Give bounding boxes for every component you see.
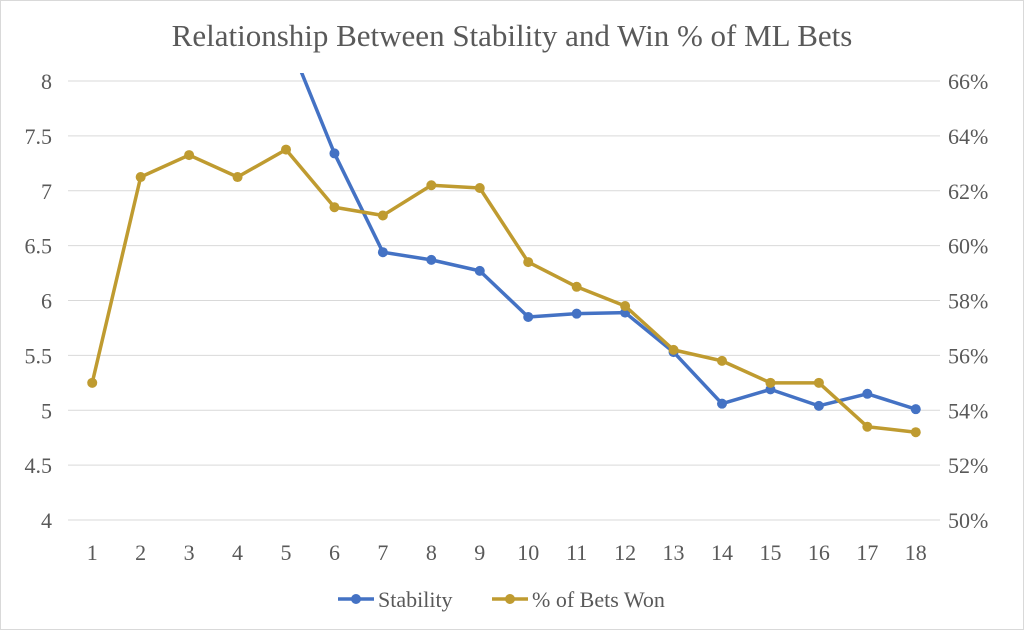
x-tick-label: 10 [517,540,539,565]
data-point [426,180,437,191]
left-tick-label: 5.5 [25,343,53,368]
data-point [813,377,824,388]
right-tick-label: 52% [948,453,988,478]
x-tick-label: 2 [135,540,146,565]
data-point [377,247,388,258]
x-tick-label: 5 [281,540,292,565]
data-point [523,311,534,322]
x-tick-label: 8 [426,540,437,565]
data-point [474,183,485,194]
left-tick-label: 8 [41,69,52,94]
x-tick-label: 13 [663,540,685,565]
data-point [862,421,873,432]
data-point [717,398,727,409]
right-tick-label: 58% [948,289,988,314]
left-tick-label: 5 [41,398,52,423]
legend-swatch-marker [351,594,361,604]
x-tick-label: 1 [87,540,98,565]
data-point [717,355,727,366]
data-point [523,257,534,268]
legend-item: % of Bets Won [492,587,665,612]
right-axis-ticks: 50% 52% 54% 56% 58% 60% 62% 64% 66% [948,69,988,533]
right-tick-label: 66% [948,69,988,94]
right-tick-label: 56% [948,343,988,368]
x-tick-label: 17 [856,540,878,565]
legend-swatch-marker [505,594,515,604]
data-point [862,388,873,399]
data-point [910,404,921,415]
data-point [87,377,98,388]
left-tick-label: 4.5 [25,453,53,478]
right-tick-label: 50% [948,508,988,533]
x-tick-label: 18 [905,540,927,565]
legend-label: Stability [378,587,453,612]
series-layer [87,73,921,438]
x-tick-label: 14 [711,540,733,565]
right-tick-label: 62% [948,179,988,204]
chart-title: Relationship Between Stability and Win %… [172,18,853,53]
left-tick-label: 4 [41,508,52,533]
series-line [90,147,918,434]
data-point [135,172,146,183]
data-point [377,210,388,221]
right-tick-label: 54% [948,398,988,423]
right-tick-label: 60% [948,234,988,259]
left-tick-label: 6.5 [25,234,53,259]
legend-label: % of Bets Won [532,587,665,612]
legend: Stability % of Bets Won [338,587,665,612]
right-tick-label: 64% [948,124,988,149]
x-tick-label: 12 [614,540,636,565]
data-point [232,172,243,183]
data-point [329,202,340,213]
series-line [299,73,918,411]
x-tick-label: 7 [377,540,388,565]
x-tick-label: 3 [184,540,195,565]
left-tick-label: 7.5 [25,124,53,149]
data-point [184,150,195,161]
data-point [329,148,340,159]
left-tick-label: 6 [41,289,52,314]
data-point [620,300,631,311]
series-2 [87,144,921,438]
x-tick-label: 15 [759,540,781,565]
x-axis-ticks: 1 2 3 4 5 6 7 8 9 10 11 12 13 14 15 16 17 18 [87,540,927,565]
data-point [571,308,582,319]
data-point [281,144,291,155]
left-axis-ticks: 4 4.5 5 5.5 6 6.5 7 7.5 8 [25,69,53,533]
gridlines [68,80,940,521]
x-tick-label: 9 [474,540,485,565]
x-tick-label: 4 [232,540,243,565]
x-tick-label: 16 [808,540,830,565]
left-tick-label: 7 [41,179,52,204]
legend-item: Stability [338,587,453,612]
data-point [668,344,679,355]
x-tick-label: 11 [566,540,587,565]
data-point [813,400,824,411]
data-point [571,281,582,292]
data-point [910,427,921,438]
data-point [765,377,776,388]
data-point [474,265,485,276]
data-point [426,254,437,265]
series-1 [299,73,921,415]
x-tick-label: 6 [329,540,340,565]
